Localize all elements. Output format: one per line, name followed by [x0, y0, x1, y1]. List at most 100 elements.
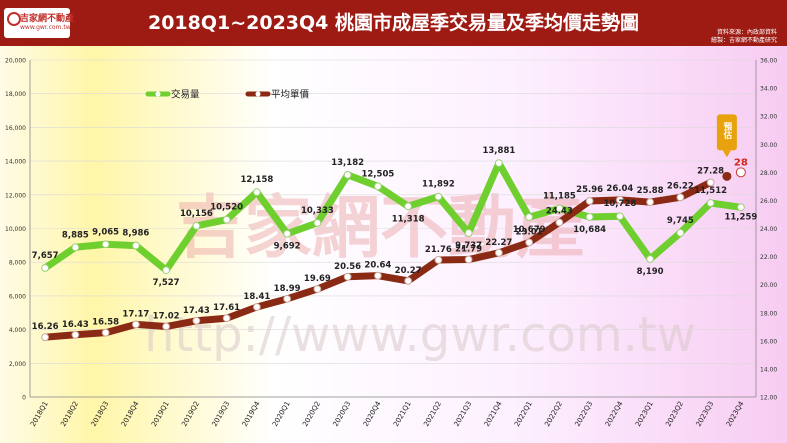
price-data-label: 16.26	[32, 322, 59, 332]
price-point	[676, 193, 685, 202]
price-data-label: 18.99	[274, 284, 301, 294]
price-data-label: 20.27	[395, 266, 422, 276]
y-right-tick-label: 30.00	[760, 142, 777, 149]
volume-data-label: 11,259	[724, 212, 757, 222]
legend-label-volume: 交易量	[171, 89, 200, 101]
source-note: 資料來源：內政部資料 繪製：吉家網不動產研究	[711, 29, 777, 45]
price-data-label: 23.01	[516, 227, 543, 237]
volume-point	[343, 170, 352, 179]
price-point	[494, 248, 503, 257]
forecast-marker	[722, 171, 732, 181]
price-point	[222, 314, 231, 323]
price-data-label: 25.96	[576, 185, 603, 195]
price-point	[283, 294, 292, 303]
source-line-1: 資料來源：內政部資料	[716, 29, 777, 36]
price-point	[706, 178, 715, 187]
price-data-label: 20.56	[334, 262, 361, 272]
y-right-tick-label: 26.00	[760, 198, 777, 205]
volume-data-label: 7,527	[153, 278, 180, 288]
logo-house-icon	[7, 12, 21, 26]
forecast-value-label: 28	[734, 157, 748, 168]
chart-canvas: 吉家網不動產 http://www.gwr.com.tw 02,0004,000…	[0, 46, 787, 443]
price-point	[525, 238, 534, 247]
price-point	[434, 256, 443, 264]
volume-point	[313, 218, 322, 227]
forecast-point	[735, 167, 746, 178]
price-point	[71, 330, 80, 339]
volume-point	[676, 228, 685, 237]
volume-point	[464, 229, 473, 237]
price-point	[404, 276, 413, 285]
price-data-label: 16.43	[62, 320, 89, 330]
price-data-label: 25.88	[637, 186, 664, 196]
y-left-tick-label: 20,000	[5, 58, 26, 65]
volume-data-label: 10,333	[301, 206, 334, 216]
volume-point	[373, 182, 382, 191]
legend-marker-price	[255, 91, 261, 97]
y-right-tick-label: 24.00	[760, 226, 777, 233]
price-point	[585, 197, 594, 205]
y-right-tick-label: 36.00	[760, 58, 777, 65]
y-right-tick-label: 32.00	[760, 114, 777, 121]
price-data-label: 20.64	[364, 261, 391, 271]
price-data-label: 21.79	[455, 245, 482, 255]
price-point	[373, 271, 382, 280]
volume-point	[555, 204, 564, 213]
y-left-tick-label: 14,000	[5, 159, 26, 166]
y-left-tick-label: 6,000	[9, 293, 26, 300]
price-data-label: 19.69	[304, 274, 331, 284]
price-data-label: 24.43	[546, 206, 573, 216]
volume-point	[585, 213, 594, 221]
y-right-tick-label: 14.00	[760, 366, 777, 373]
y-right-tick-label: 12.00	[760, 395, 777, 402]
volume-data-label: 9,745	[667, 216, 694, 226]
y-right-tick-label: 28.00	[760, 170, 777, 177]
price-point	[646, 198, 655, 207]
price-data-label: 18.41	[243, 292, 270, 302]
volume-data-label: 11,892	[422, 180, 455, 190]
volume-point	[615, 212, 624, 221]
price-data-label: 22.27	[485, 238, 512, 248]
price-point	[192, 316, 201, 325]
price-point	[555, 218, 564, 227]
volume-data-label: 9,737	[455, 241, 482, 251]
forecast-callout	[716, 114, 737, 151]
price-data-label: 27.28	[697, 166, 724, 176]
y-left-tick-label: 12,000	[5, 192, 26, 199]
price-data-label: 17.43	[183, 306, 210, 316]
volume-point	[71, 243, 80, 252]
y-left-tick-label: 8,000	[9, 260, 26, 267]
source-line-2: 繪製：吉家網不動產研究	[710, 37, 777, 44]
volume-data-label: 10,520	[210, 203, 243, 213]
volume-data-label: 13,881	[482, 146, 515, 156]
price-point	[101, 328, 110, 337]
volume-data-label: 11,185	[543, 192, 576, 202]
y-right-tick-label: 18.00	[760, 310, 777, 317]
y-left-tick-label: 2,000	[9, 361, 26, 368]
header-bar: 吉家網不動產 www.gwr.com.tw 2018Q1~2023Q4 桃園市成…	[0, 0, 787, 46]
volume-point	[525, 213, 534, 221]
volume-point	[192, 221, 201, 230]
legend-marker-volume	[155, 91, 161, 97]
logo: 吉家網不動產 www.gwr.com.tw	[4, 8, 74, 38]
volume-point	[41, 264, 50, 272]
price-point	[464, 255, 473, 264]
volume-data-label: 9,065	[92, 227, 119, 237]
volume-data-label: 10,728	[603, 199, 636, 209]
price-data-label: 26.22	[667, 181, 694, 191]
volume-point	[646, 255, 655, 263]
y-left-tick-label: 10,000	[5, 226, 26, 233]
volume-point	[494, 159, 503, 168]
volume-data-label: 8,986	[122, 229, 149, 239]
volume-point	[222, 215, 231, 224]
y-right-tick-label: 34.00	[760, 86, 777, 93]
price-point	[343, 272, 352, 281]
price-point	[41, 333, 50, 342]
price-data-label: 17.61	[213, 303, 240, 313]
y-left-tick-label: 16,000	[5, 125, 26, 132]
volume-point	[404, 202, 413, 211]
volume-data-label: 10,156	[180, 209, 213, 219]
volume-data-label: 10,684	[573, 225, 606, 235]
volume-data-label: 7,657	[32, 251, 59, 261]
